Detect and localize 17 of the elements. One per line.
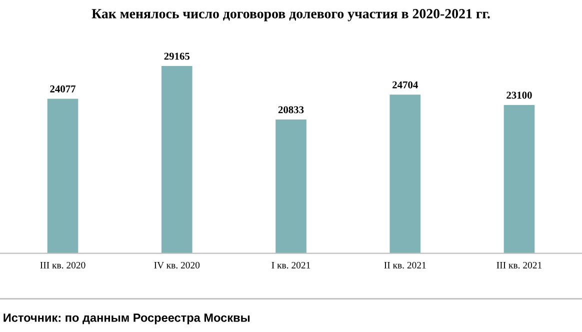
x-tick-label: I кв. 2021 — [272, 262, 310, 269]
text: Источник: по данным Росреестра Москвы — [4, 314, 250, 324]
bar — [390, 94, 421, 254]
x-tick-label: III кв. 2020 — [40, 262, 86, 269]
x-tick-label: II кв. 2021 — [384, 262, 426, 269]
chart-title: Как менялось число договоров долевого участия в 2020-2021 гг. — [92, 9, 490, 22]
x-tick-label: III кв. 2021 — [496, 262, 542, 269]
data-label: 20833 — [278, 106, 304, 114]
bar — [276, 120, 306, 254]
data-label: 24704 — [392, 81, 418, 88]
bar — [504, 104, 535, 254]
data-label: 29165 — [164, 52, 190, 60]
data-label: 24077 — [50, 85, 76, 92]
bar — [47, 98, 78, 254]
data-label: 23100 — [506, 92, 532, 99]
bar — [161, 66, 192, 254]
x-tick-label: IV кв. 2020 — [154, 262, 200, 269]
